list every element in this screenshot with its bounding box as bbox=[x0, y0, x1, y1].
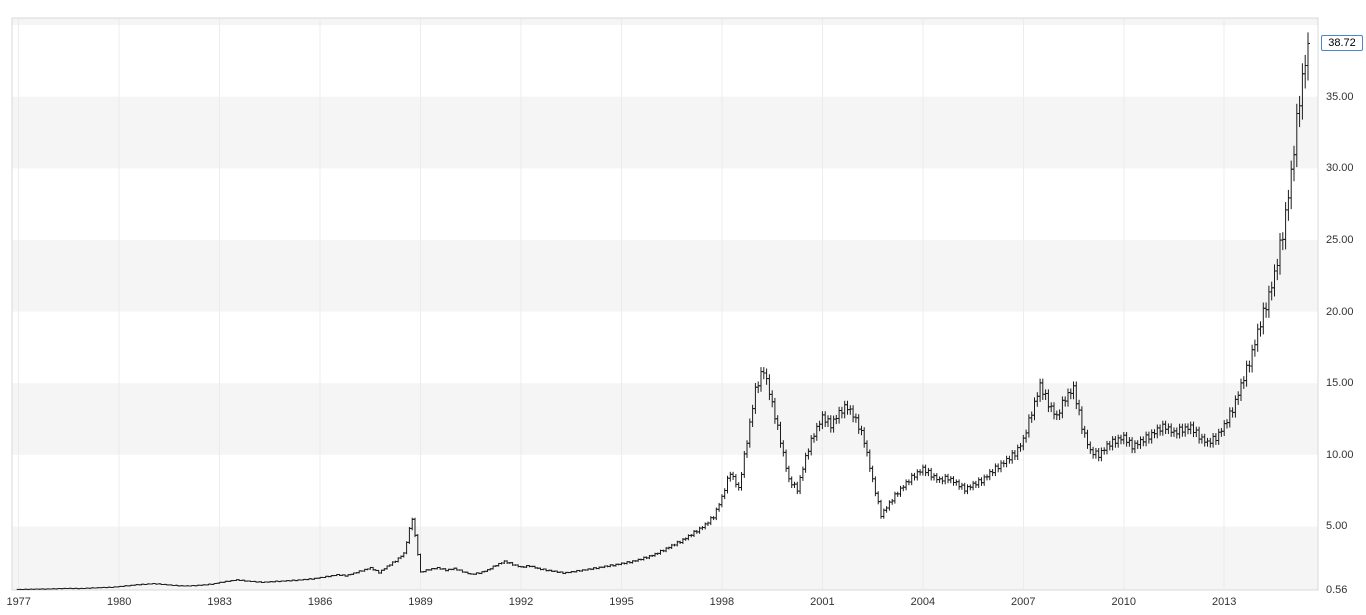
x-axis-label: 2004 bbox=[910, 596, 936, 608]
y-axis-label: 5.00 bbox=[1326, 520, 1348, 533]
y-axis-label: 0.56 bbox=[1326, 584, 1348, 596]
y-axis-label: 25.00 bbox=[1326, 234, 1354, 246]
x-axis-label: 2013 bbox=[1211, 596, 1237, 608]
y-axis-label: 10.00 bbox=[1326, 448, 1354, 461]
x-axis-label: 2001 bbox=[810, 596, 835, 608]
x-axis-label: 2010 bbox=[1111, 596, 1137, 608]
y-axis-label: 20.00 bbox=[1326, 305, 1354, 318]
x-axis-label: 1992 bbox=[508, 596, 534, 608]
x-axis-label: 1995 bbox=[609, 596, 634, 608]
y-axis-label: 35.00 bbox=[1326, 90, 1354, 103]
x-axis-label: 1998 bbox=[709, 596, 735, 608]
x-axis-label: 1980 bbox=[106, 596, 132, 608]
y-axis-label: 15.00 bbox=[1326, 377, 1354, 390]
y-axis-label: 30.00 bbox=[1326, 162, 1354, 175]
x-axis-label: 1986 bbox=[307, 596, 333, 608]
x-axis-label: 1983 bbox=[207, 596, 232, 608]
last-price-badge: 38.72 bbox=[1321, 34, 1363, 51]
x-axis-label: 1989 bbox=[408, 596, 433, 608]
x-axis-label: 2007 bbox=[1011, 596, 1036, 608]
x-axis-label: 1977 bbox=[6, 596, 31, 608]
